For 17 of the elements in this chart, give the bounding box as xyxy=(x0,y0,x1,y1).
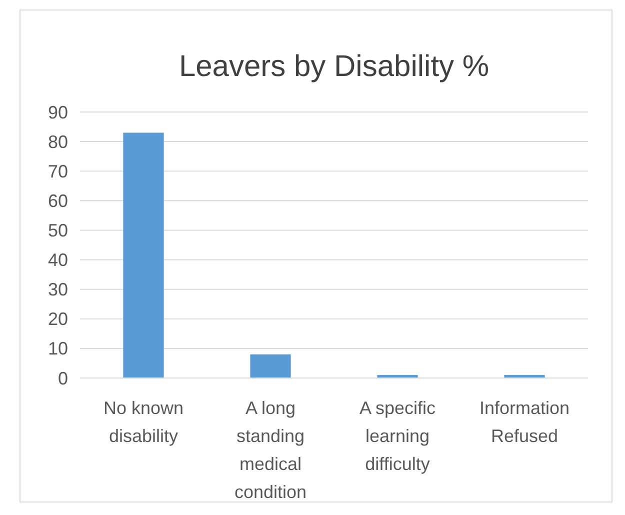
y-tick-label: 80 xyxy=(48,132,68,152)
y-tick-label: 20 xyxy=(48,309,68,330)
y-tick-label: 90 xyxy=(48,102,68,122)
x-tick-label: A specific learning difficulty xyxy=(359,398,436,474)
bar xyxy=(123,132,164,378)
bar xyxy=(250,354,291,378)
y-tick-label: 50 xyxy=(48,220,68,241)
x-tick-label: A long standing medical condition xyxy=(234,398,307,502)
y-tick-label: 60 xyxy=(48,190,68,211)
y-tick-label: 10 xyxy=(48,338,68,359)
y-tick-label: 0 xyxy=(58,368,68,388)
chart-title: Leavers by Disability % xyxy=(178,50,490,83)
y-tick-label: 30 xyxy=(48,280,68,300)
y-tick-label: 70 xyxy=(48,161,68,182)
x-tick-label: Information Refused xyxy=(479,398,570,446)
y-tick-label: 40 xyxy=(48,250,68,270)
x-tick-label: No known disability xyxy=(103,398,184,446)
